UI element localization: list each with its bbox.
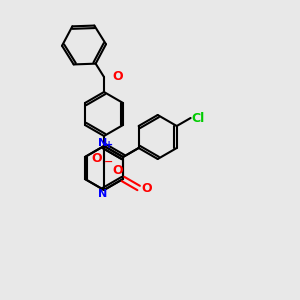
Text: O: O [142, 182, 152, 194]
Text: +: + [105, 140, 113, 150]
Text: O: O [112, 70, 123, 83]
Text: N: N [98, 189, 108, 199]
Text: O: O [112, 164, 123, 178]
Text: Cl: Cl [192, 112, 205, 125]
Text: O: O [92, 152, 102, 165]
Text: N: N [98, 138, 108, 148]
Text: −: − [104, 157, 114, 167]
